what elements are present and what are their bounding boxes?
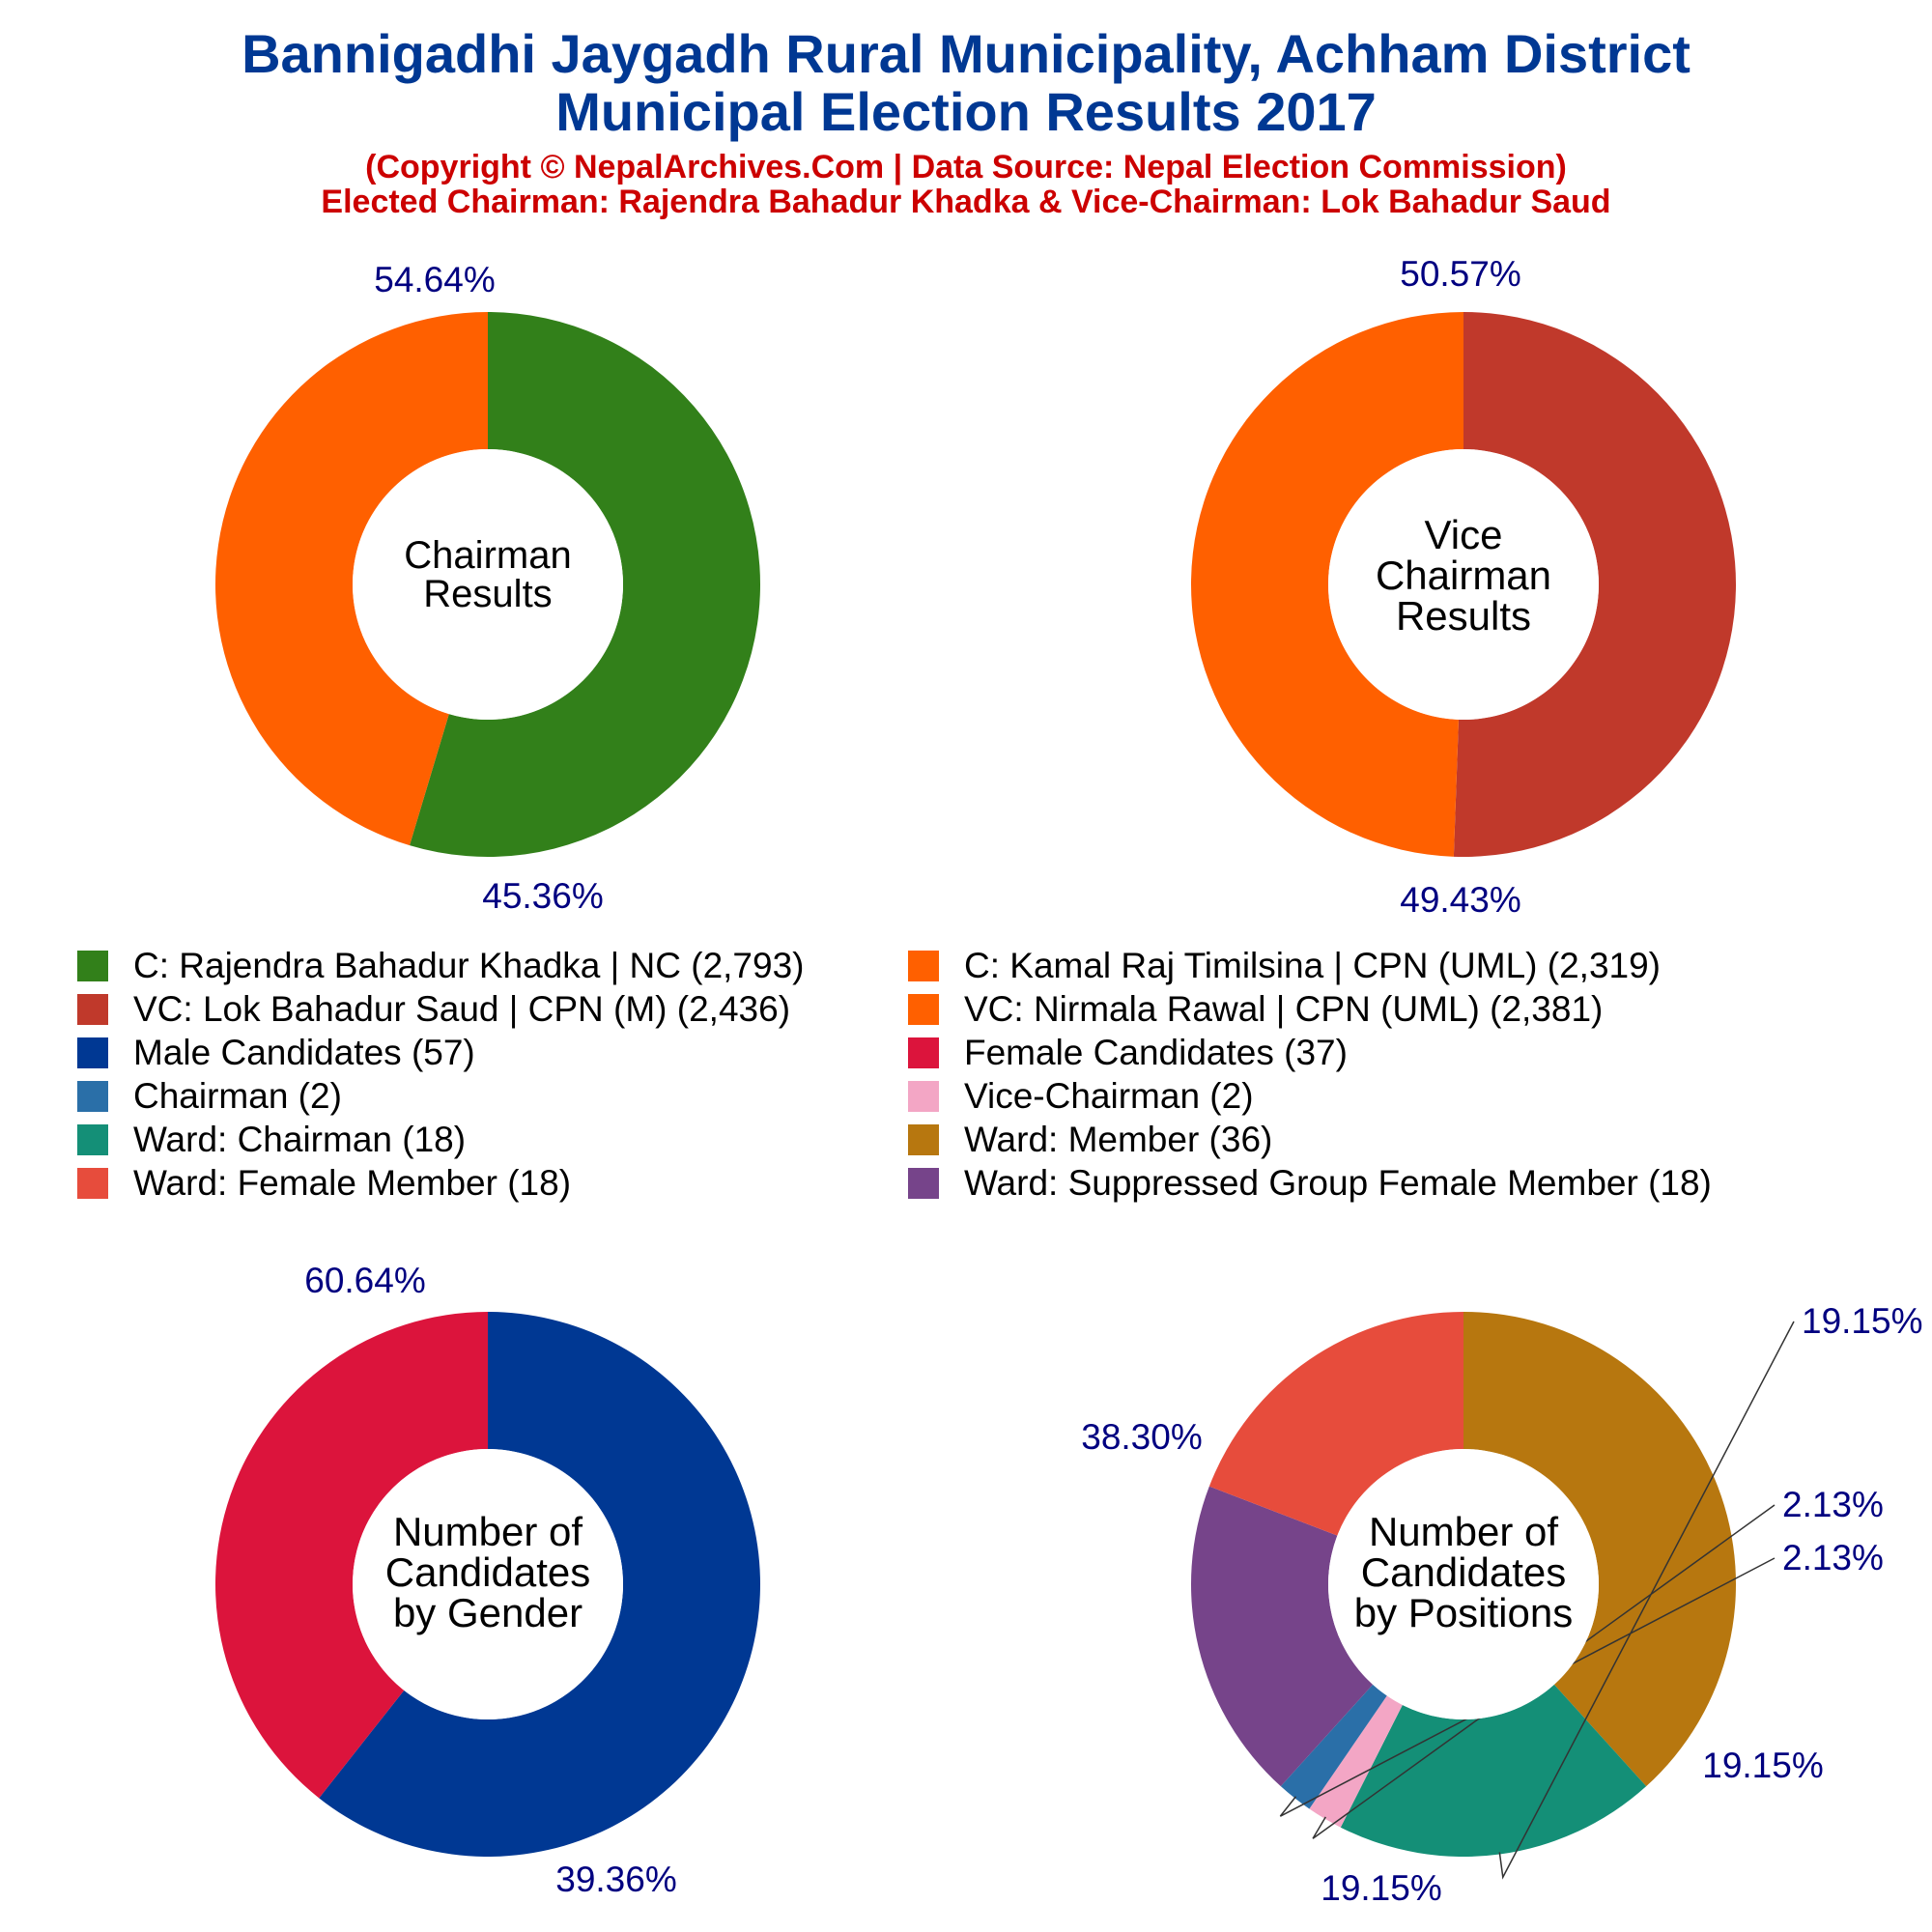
donut-center-label: Number of: [393, 1509, 582, 1554]
donut-center-label: Chairman: [404, 534, 571, 577]
legend-swatch: [908, 1037, 939, 1068]
donut-slice: [1453, 312, 1737, 858]
chart-title-line-2: Municipal Election Results 2017: [555, 81, 1377, 142]
donut-hole: [1328, 1449, 1599, 1719]
legend-swatch: [908, 994, 939, 1025]
donut-center-label: Chairman: [1376, 553, 1551, 598]
donut-center-label: Results: [1396, 593, 1531, 639]
legend-item: Ward: Suppressed Group Female Member (18…: [908, 1162, 1712, 1205]
legend-item: Vice-Chairman (2): [908, 1075, 1254, 1118]
slice-percent-label: 50.57%: [1400, 254, 1521, 294]
legend-swatch: [77, 1124, 108, 1155]
legend-item: VC: Lok Bahadur Saud | CPN (M) (2,436): [77, 988, 790, 1031]
legend-item: Ward: Member (36): [908, 1119, 1272, 1161]
donut-slice: [319, 1312, 760, 1857]
legend-item: C: Rajendra Bahadur Khadka | NC (2,793): [77, 945, 805, 987]
legend-item: VC: Nirmala Rawal | CPN (UML) (2,381): [908, 988, 1603, 1031]
donut-center-label: Results: [423, 573, 552, 615]
donut-hole: [353, 449, 623, 720]
slice-percent-label: 19.15%: [1321, 1868, 1442, 1908]
legend: C: Rajendra Bahadur Khadka | NC (2,793) C…: [0, 945, 1932, 1206]
legend-label: C: Kamal Raj Timilsina | CPN (UML) (2,31…: [964, 946, 1661, 985]
donut-center-label: Candidates: [385, 1549, 590, 1595]
chart-subtitle-copyright: (Copyright © NepalArchives.Com | Data So…: [365, 149, 1567, 185]
legend-swatch: [77, 994, 108, 1025]
slice-percent-label: 54.64%: [374, 260, 496, 299]
slice-percent-label: 39.36%: [555, 1860, 677, 1899]
slice-percent-label: 38.30%: [1081, 1417, 1203, 1457]
legend-label: VC: Nirmala Rawal | CPN (UML) (2,381): [964, 989, 1604, 1029]
slice-percent-label: 19.15%: [1702, 1746, 1824, 1785]
slice-percent-label: 2.13%: [1782, 1538, 1884, 1577]
legend-swatch: [908, 1081, 939, 1112]
legend-swatch: [77, 1037, 108, 1068]
donut-hole: [353, 1449, 623, 1719]
donut-slice: [214, 1312, 488, 1799]
slice-percent-label: 2.13%: [1782, 1485, 1884, 1524]
donut-slice: [1340, 1684, 1647, 1857]
legend-label: Ward: Suppressed Group Female Member (18…: [964, 1163, 1712, 1203]
donut-center-label: by Gender: [393, 1590, 582, 1635]
label-leader-line: [1498, 1321, 1795, 1880]
legend-item: Chairman (2): [77, 1075, 342, 1118]
donut-slice: [1208, 1312, 1463, 1536]
donut-slice: [1463, 1312, 1736, 1787]
donut-center-label: Candidates: [1361, 1549, 1566, 1595]
slice-percent-label: 19.15%: [1802, 1301, 1923, 1341]
legend-label: Ward: Female Member (18): [133, 1163, 572, 1203]
legend-item: C: Kamal Raj Timilsina | CPN (UML) (2,31…: [908, 945, 1661, 987]
donut-center-label: by Positions: [1354, 1590, 1573, 1635]
donut-slice: [215, 312, 488, 846]
chart-title-line-1: Bannigadhi Jaygadh Rural Municipality, A…: [242, 23, 1690, 84]
legend-label: Chairman (2): [133, 1076, 342, 1116]
legend-item: Ward: Female Member (18): [77, 1162, 571, 1205]
legend-item: Female Candidates (37): [908, 1032, 1348, 1074]
donut-slice: [1309, 1695, 1403, 1828]
donut-slice: [1190, 1486, 1374, 1787]
legend-swatch: [908, 1124, 939, 1155]
donut-slice: [410, 312, 760, 857]
legend-label: Ward: Chairman (18): [133, 1120, 467, 1159]
donut-center-label: Vice: [1425, 512, 1503, 557]
legend-swatch: [77, 1081, 108, 1112]
label-leader-line: [1312, 1504, 1776, 1839]
legend-label: Female Candidates (37): [964, 1033, 1348, 1072]
legend-swatch: [77, 951, 108, 981]
label-leader-line: [1279, 1557, 1776, 1817]
legend-label: Vice-Chairman (2): [964, 1076, 1254, 1116]
slice-percent-label: 49.43%: [1400, 880, 1521, 920]
chart-subtitle-elected: Elected Chairman: Rajendra Bahadur Khadk…: [321, 184, 1611, 220]
slice-percent-label: 60.64%: [304, 1261, 426, 1300]
donut-chart-4: 38.30% 19.15% 2.13% 2.13% 19.15% 19.15% Number…: [1081, 1301, 1922, 1908]
legend-swatch: [908, 1168, 939, 1199]
slice-percent-label: 45.36%: [482, 876, 604, 916]
legend-swatch: [77, 1168, 108, 1199]
donut-hole: [1328, 449, 1599, 720]
legend-label: Male Candidates (57): [133, 1033, 475, 1072]
legend-label: C: Rajendra Bahadur Khadka | NC (2,793): [133, 946, 805, 985]
donut-slice: [1280, 1684, 1387, 1809]
donut-slice: [1191, 312, 1463, 857]
donut-center-label: Number of: [1369, 1509, 1558, 1554]
legend-label: VC: Lok Bahadur Saud | CPN (M) (2,436): [133, 989, 791, 1029]
legend-item: Male Candidates (57): [77, 1032, 475, 1074]
legend-item: Ward: Chairman (18): [77, 1119, 466, 1161]
legend-swatch: [908, 951, 939, 981]
legend-label: Ward: Member (36): [964, 1120, 1273, 1159]
